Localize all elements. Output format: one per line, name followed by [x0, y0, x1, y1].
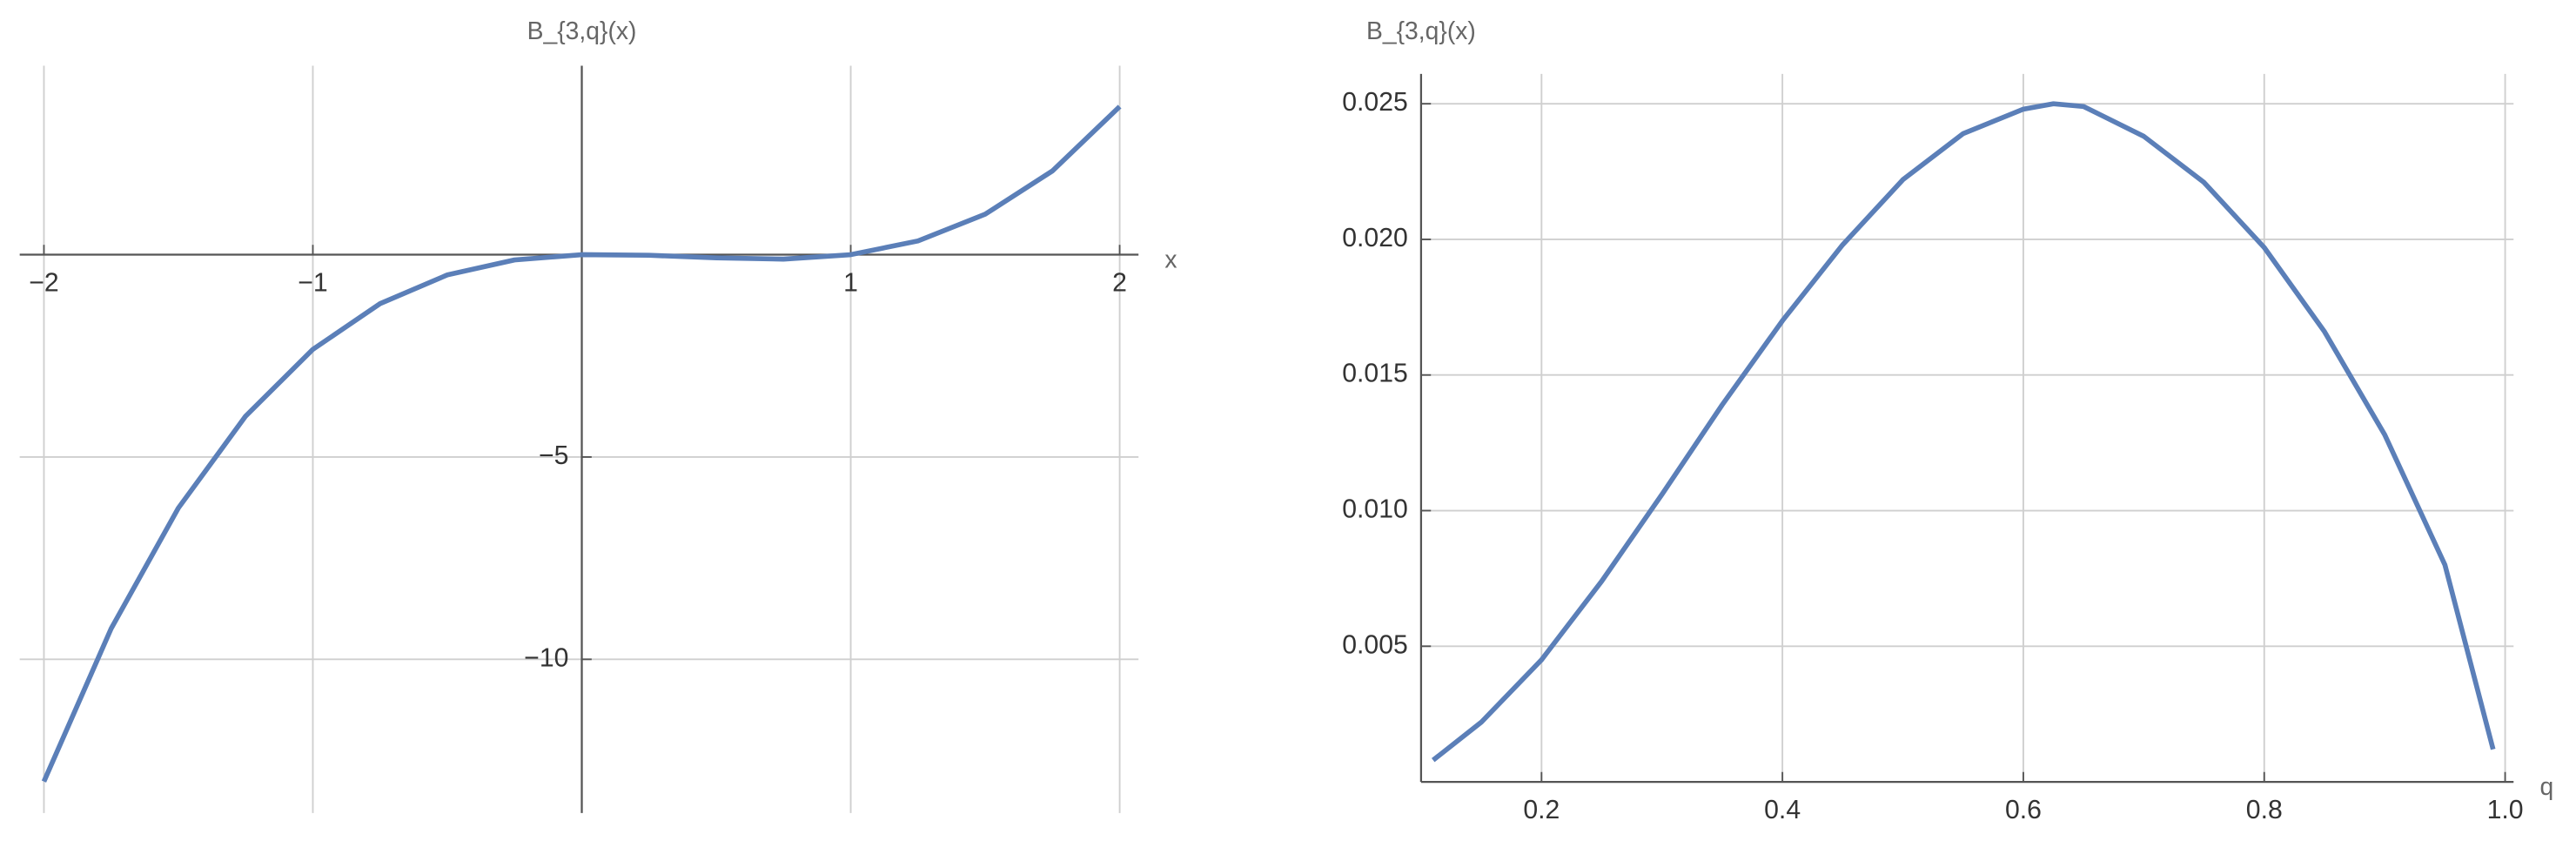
y-tick-label: 0.010: [1342, 495, 1408, 523]
x-tick-label: −1: [298, 268, 327, 297]
x-tick-label: 2: [1112, 268, 1127, 297]
x-axis-label: x: [1164, 246, 1177, 273]
chart-title: B_{3,q}(x): [1366, 17, 1476, 44]
x-tick-label: −2: [29, 268, 58, 297]
y-tick-label: 0.025: [1342, 88, 1408, 117]
line-series: [1431, 101, 2496, 763]
chart-title: B_{3,q}(x): [527, 17, 637, 44]
x-axis-label: q: [2539, 772, 2553, 800]
x-tick-label: 0.2: [1523, 796, 1560, 824]
x-tick-label: 1.0: [2487, 796, 2524, 824]
y-tick-label: 0.005: [1342, 630, 1408, 659]
x-tick-label: 0.8: [2246, 796, 2283, 824]
x-tick-label: 1: [843, 268, 858, 297]
y-tick-label: −10: [524, 643, 568, 672]
y-tick-label: 0.020: [1342, 224, 1408, 252]
line-series: [41, 104, 1122, 783]
y-tick-label: −5: [539, 441, 568, 470]
x-tick-label: 0.4: [1764, 796, 1801, 824]
y-tick-label: 0.015: [1342, 360, 1408, 388]
x-tick-label: 0.6: [2005, 796, 2042, 824]
